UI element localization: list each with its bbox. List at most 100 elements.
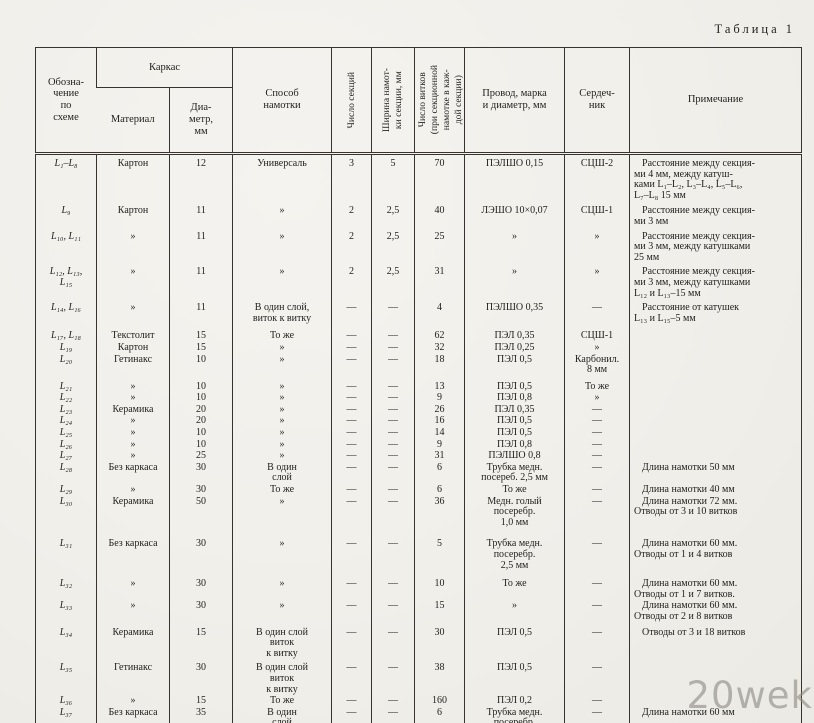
table-row: L₁₄, L₁₆» 11 В один слой, виток к витку — —4…: [36, 302, 802, 331]
section-width-cell: —: [371, 600, 415, 627]
turns-cell: 30: [414, 626, 465, 663]
col-header-material: Материал: [110, 114, 155, 126]
table-row: L₃₁ Без каркаса 30» — —5 Трубка медн. посереб…: [36, 538, 802, 579]
sections-cell: —: [331, 392, 372, 404]
wire-cell: ПЭЛ 0,5: [464, 380, 565, 393]
note-cell: Расстояние между секция- ми 4 мм, между …: [629, 152, 802, 206]
designation-cell: L₂₅: [59, 427, 73, 439]
method-cell: »: [232, 415, 332, 428]
diameter-cell: 15: [168, 341, 233, 354]
material-cell: Керамика: [96, 495, 170, 539]
table-row: L₂₁» 10» — —13 ПЭЛ 0,5 То же: [36, 380, 802, 393]
diameter-cell: 10: [168, 392, 233, 404]
table-row: L₂₇» 25» — —31 ПЭЛШО 0,8—: [36, 450, 802, 462]
diameter-cell: 30: [168, 600, 233, 627]
diameter-cell: 10: [168, 353, 233, 381]
table-caption: Таблица 1: [714, 22, 795, 36]
material-cell: »: [96, 266, 170, 303]
wire-cell: ПЭЛ 0,5: [464, 353, 565, 381]
material-cell: »: [96, 427, 170, 439]
diameter-cell: 20: [168, 403, 233, 416]
diameter-cell: 50: [168, 495, 233, 539]
material-cell: Керамика: [96, 403, 170, 416]
wire-cell: ЛЭШО 10×0,07: [464, 205, 565, 231]
sections-cell: —: [331, 495, 372, 539]
diameter-cell: 10: [168, 438, 233, 451]
turns-cell: 62: [414, 330, 465, 342]
table-row: L₃₃» 30» — —15» — Длина намотки 60 мм. Отводы…: [36, 600, 802, 627]
section-width-cell: —: [371, 461, 415, 485]
diameter-cell: 11: [168, 205, 233, 231]
turns-vertical-label: Число витков (при секционной намотке в к…: [417, 65, 464, 135]
method-cell: »: [232, 600, 332, 627]
turns-cell: 9: [414, 438, 465, 451]
table-row: L₂₀ Гетинакс 10» — —18 ПЭЛ 0,5 Карбонил. 8 мм: [36, 353, 802, 381]
col-header-diameter: Диа- метр, мм: [168, 87, 233, 154]
material-cell: Без каркаса: [96, 461, 170, 485]
header-row-sub: Материал Диа- метр, мм: [36, 87, 802, 154]
turns-cell: 10: [414, 578, 465, 601]
turns-cell: 31: [414, 450, 465, 462]
section-width-cell: —: [371, 706, 415, 723]
designation-cell: L₃₆: [59, 695, 73, 707]
table-row: L₉ Картон 11» 2 2,5 40 ЛЭШО 10×0,07 СЦШ-1 Рассто…: [36, 205, 802, 231]
method-cell: »: [232, 353, 332, 381]
material-cell: »: [96, 380, 170, 393]
wire-cell: »: [464, 230, 565, 267]
note-cell: Длина намотки 60 мм. Отводы от 1 и 7 вит…: [629, 578, 802, 601]
note-cell: Расстояние между секция- ми 3 мм, между …: [629, 266, 802, 303]
note-cell: [629, 662, 802, 696]
section-width-cell: —: [371, 450, 415, 462]
diameter-cell: 11: [168, 266, 233, 303]
core-cell: СЦШ-2: [564, 152, 630, 206]
note-cell: [629, 392, 802, 404]
wire-cell: ПЭЛ 0,5: [464, 427, 565, 439]
section-width-cell: —: [371, 695, 415, 707]
designation-cell: L₃₄: [59, 626, 73, 638]
table-row: L₃₅ Гетинакс 30 В один слой виток к витку — —…: [36, 662, 802, 696]
designation-cell: L₃₀: [59, 495, 73, 507]
watermark-text: 20wek: [686, 674, 813, 717]
note-cell: [629, 380, 802, 393]
material-cell: Без каркаса: [96, 706, 170, 723]
method-cell: »: [232, 230, 332, 267]
section-width-cell: —: [371, 538, 415, 579]
section-width-cell: 2,5: [371, 205, 415, 231]
turns-cell: 6: [414, 706, 465, 723]
designation-cell: L₃₁: [59, 538, 73, 550]
note-cell: [629, 450, 802, 462]
core-cell: —: [564, 450, 630, 462]
sections-cell: —: [331, 600, 372, 627]
section-width-cell: —: [371, 392, 415, 404]
table-row: L₃₇ Без каркаса 35 В один слой — —6 Трубка мед…: [36, 706, 802, 723]
section-width-cell: —: [371, 341, 415, 354]
core-cell: —: [564, 302, 630, 331]
designation-cell: L₃₅: [59, 662, 73, 674]
table-row: L₂₈ Без каркаса 30 В один слой — —6 Трубка мед…: [36, 461, 802, 485]
diameter-cell: 11: [168, 302, 233, 331]
turns-cell: 9: [414, 392, 465, 404]
method-cell: »: [232, 341, 332, 354]
core-cell: —: [564, 662, 630, 696]
note-cell: Расстояние между секция- ми 3 мм, между …: [629, 230, 802, 267]
section-width-cell: 2,5: [371, 266, 415, 303]
method-cell: То же: [232, 330, 332, 342]
note-cell: Длина намотки 60 мм. Отводы от 2 и 8 вит…: [629, 600, 802, 627]
table-row: L₂₅» 10» — —14 ПЭЛ 0,5—: [36, 427, 802, 439]
section-width-cell: —: [371, 495, 415, 539]
method-cell: »: [232, 538, 332, 579]
note-cell: [629, 695, 802, 707]
turns-cell: 31: [414, 266, 465, 303]
material-cell: »: [96, 438, 170, 451]
core-cell: »: [564, 392, 630, 404]
wire-cell: То же: [464, 484, 565, 496]
core-cell: —: [564, 461, 630, 485]
diameter-cell: 20: [168, 415, 233, 428]
section-width-cell: —: [371, 438, 415, 451]
method-cell: »: [232, 205, 332, 231]
note-cell: Отводы от 3 и 18 витков: [629, 626, 802, 663]
turns-cell: 13: [414, 380, 465, 393]
wire-cell: ПЭЛШО 0,8: [464, 450, 565, 462]
sections-cell: —: [331, 461, 372, 485]
sections-cell: —: [331, 415, 372, 428]
